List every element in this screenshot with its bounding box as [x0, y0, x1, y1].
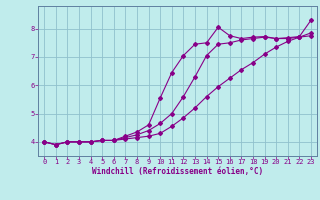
X-axis label: Windchill (Refroidissement éolien,°C): Windchill (Refroidissement éolien,°C) — [92, 167, 263, 176]
